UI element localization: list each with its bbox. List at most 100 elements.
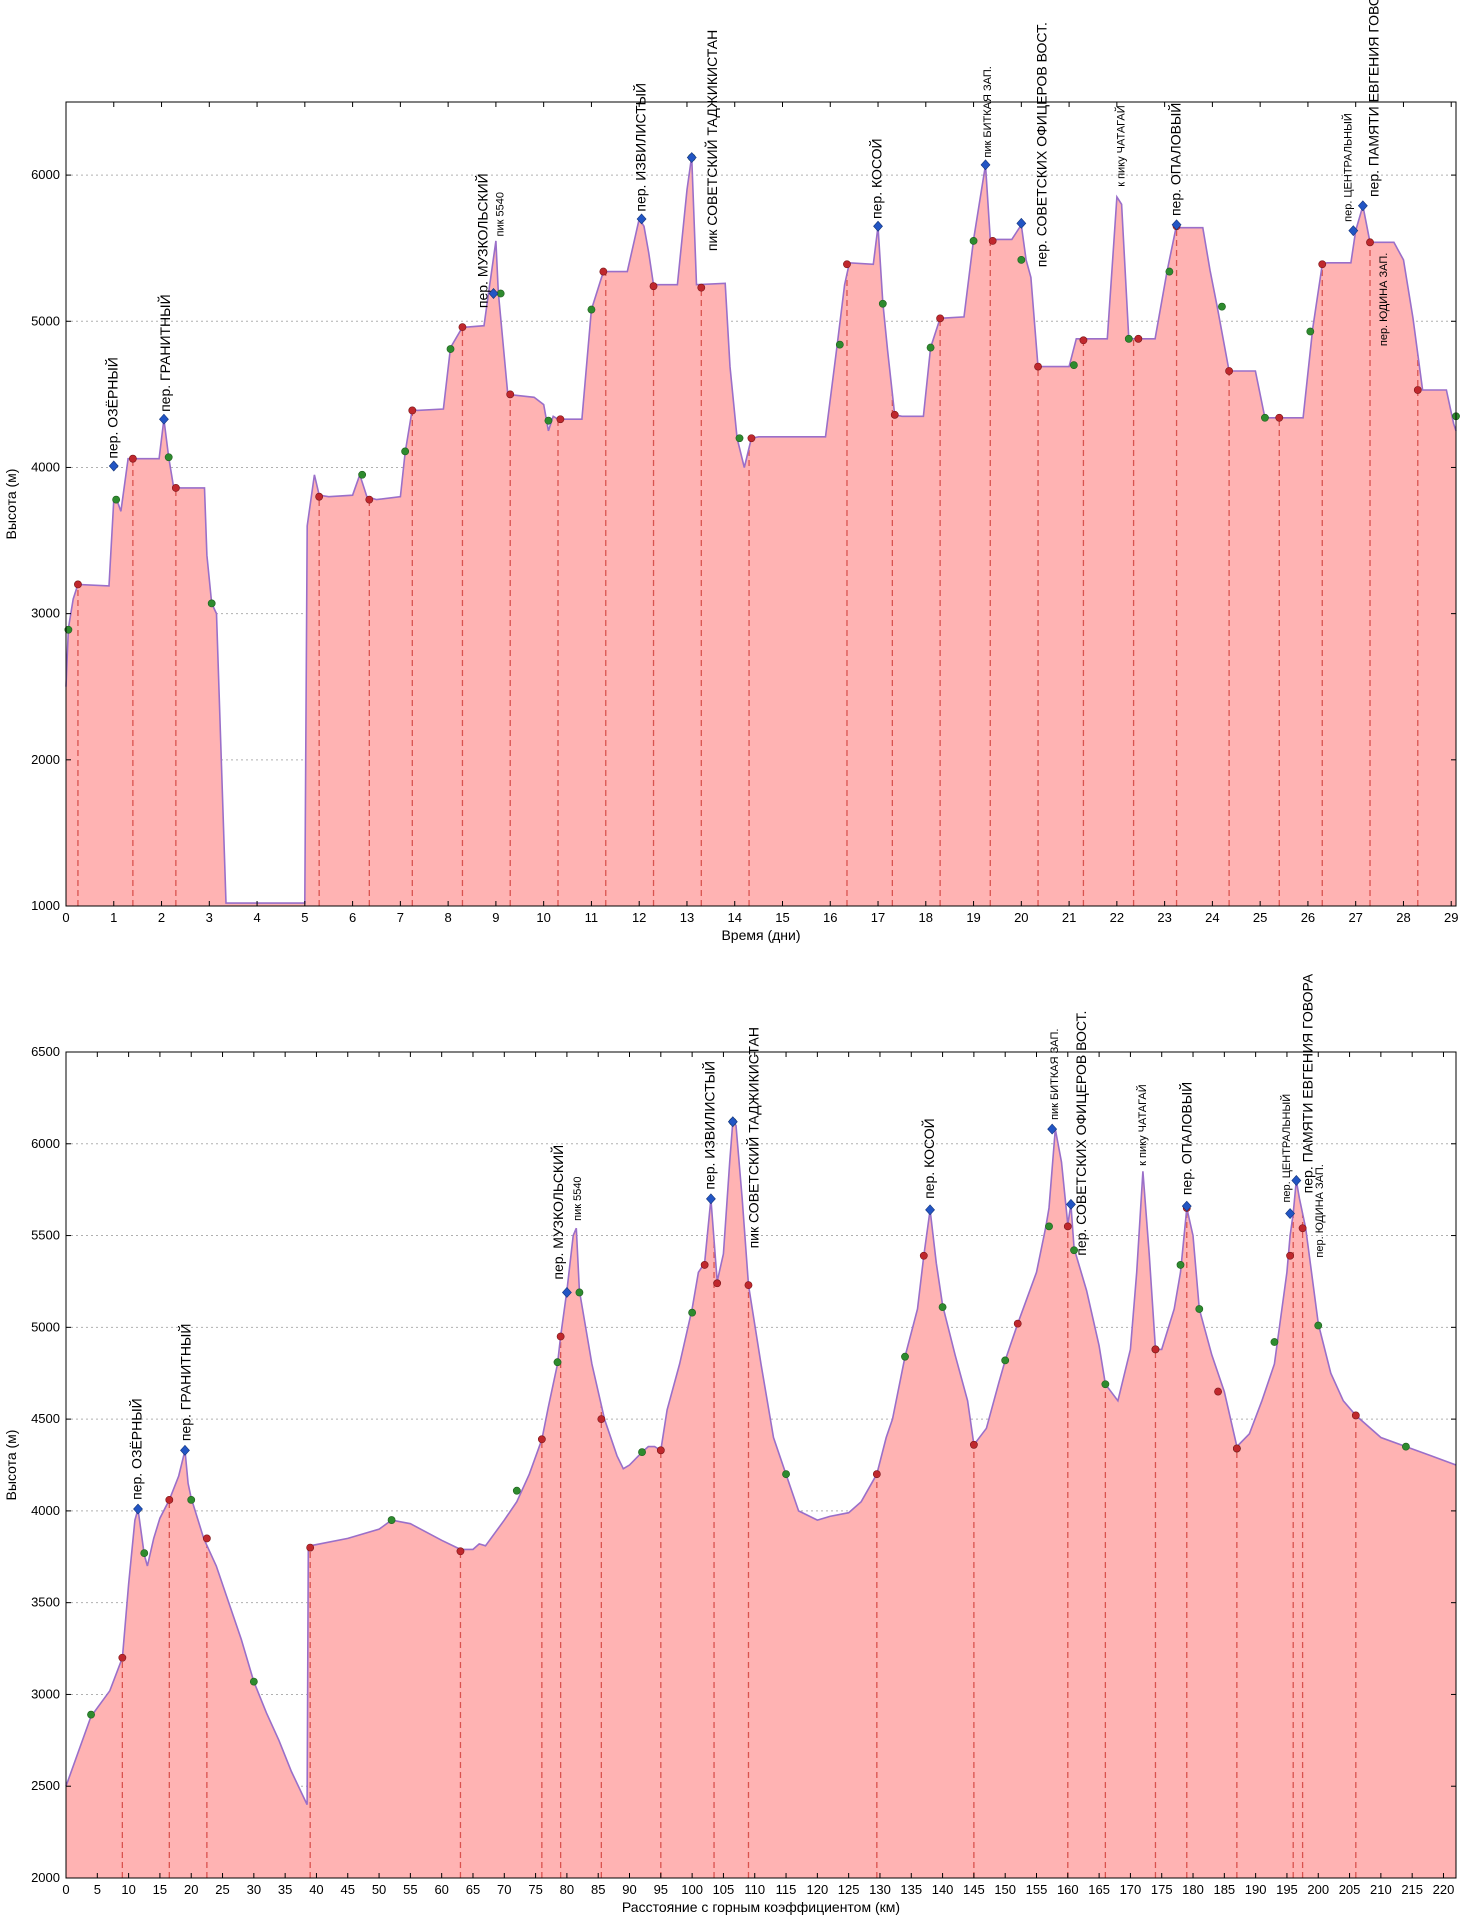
y-tick-label: 3000: [31, 606, 60, 621]
x-tick-label: 22: [1110, 910, 1124, 925]
waypoint-green-marker: [187, 1495, 196, 1504]
pass-diamond-marker: [133, 1503, 143, 1515]
peak-annotation-label: пик 5540: [572, 1176, 584, 1220]
waypoint-green-marker: [1101, 1380, 1110, 1389]
x-tick-label: 145: [963, 1882, 985, 1897]
x-tick-label: 21: [1062, 910, 1076, 925]
elevation-line: [65, 1119, 1457, 1805]
x-tick-label: 95: [654, 1882, 668, 1897]
pass-diamond-marker: [1291, 1175, 1302, 1186]
waypoint-green-marker: [544, 416, 553, 425]
x-tick-label: 24: [1205, 910, 1219, 925]
x-tick-label: 8: [445, 910, 452, 925]
y-tick-label: 2000: [31, 752, 60, 767]
peak-annotation-label: пер. ГРАНИТНЫЙ: [156, 294, 173, 412]
peak-annotation-label: пик БИТКАЯ ЗАП.: [1049, 1029, 1061, 1120]
camp-red-marker: [537, 1435, 546, 1444]
x-tick-label: 20: [184, 1882, 198, 1897]
x-tick-label: 9: [492, 910, 499, 925]
pass-diamond-marker: [925, 1204, 935, 1216]
camp-red-marker: [599, 267, 608, 276]
pass-diamond-marker: [1171, 219, 1182, 231]
x-tick-label: 135: [900, 1882, 922, 1897]
camp-red-marker: [1298, 1224, 1307, 1233]
waypoint-green-marker: [1218, 302, 1226, 311]
pass-diamond-marker: [180, 1444, 190, 1456]
pass-diamond-marker: [1016, 217, 1027, 229]
x-tick-label: 55: [403, 1882, 417, 1897]
elevation-area: [66, 1121, 1456, 1878]
waypoint-green-marker: [587, 305, 596, 314]
y-tick-label: 4000: [31, 459, 60, 474]
peak-annotation-label: пер. ЦЕНТРАЛЬНЫЙ: [1341, 113, 1354, 222]
camp-red-marker: [456, 1547, 465, 1556]
camp-red-marker: [872, 1470, 881, 1479]
x-tick-label: 29: [1444, 910, 1458, 925]
camp-red-marker: [1134, 334, 1143, 343]
x-tick-label: 125: [838, 1882, 860, 1897]
y-tick-label: 6000: [31, 167, 60, 182]
x-tick-label: 5: [301, 910, 308, 925]
x-tick-label: 110: [744, 1882, 765, 1897]
peak-annotation-label: пик СОВЕТСКИЙ ТАДЖИКИСТАН: [744, 1027, 761, 1248]
camp-red-marker: [1079, 336, 1088, 345]
pass-diamond-marker: [561, 1287, 572, 1298]
elevation-area: [66, 156, 1456, 907]
camp-red-marker: [171, 484, 180, 492]
pass-diamond-marker: [108, 460, 119, 472]
y-tick-label: 4500: [31, 1411, 60, 1426]
x-tick-label: 90: [622, 1882, 636, 1897]
y-tick-label: 2500: [31, 1778, 60, 1793]
pass-diamond-marker: [1348, 225, 1359, 237]
camp-red-marker: [118, 1653, 127, 1662]
x-tick-label: 28: [1396, 910, 1410, 925]
waypoint-green-marker: [1165, 267, 1174, 276]
camp-red-marker: [1351, 1411, 1360, 1420]
y-axis-label: Высота (м): [3, 469, 19, 540]
peak-annotation-label: пик БИТКАЯ ЗАП.: [982, 66, 994, 157]
waypoint-green-marker: [1261, 413, 1269, 422]
x-tick-label: 15: [775, 910, 789, 925]
x-tick-label: 20: [1014, 910, 1028, 925]
camp-red-marker: [1151, 1345, 1160, 1354]
waypoint-green-marker: [638, 1448, 646, 1457]
camp-red-marker: [656, 1446, 665, 1455]
peak-annotation-label: пер. ИЗВИЛИСТЫЙ: [631, 83, 648, 212]
y-axis-label: Высота (м): [3, 1430, 19, 1501]
x-axis-label: Время (дни): [721, 927, 800, 943]
x-tick-label: 0: [62, 1882, 69, 1897]
x-tick-label: 4: [253, 910, 260, 925]
x-tick-label: 80: [560, 1882, 574, 1897]
x-tick-label: 3: [206, 910, 213, 925]
camp-red-marker: [165, 1495, 174, 1504]
camp-red-marker: [315, 492, 324, 501]
camp-red-marker: [556, 1332, 565, 1341]
camp-red-marker: [128, 454, 137, 463]
x-tick-label: 105: [713, 1882, 735, 1897]
x-tick-label: 17: [871, 910, 885, 925]
pass-diamond-marker: [873, 220, 883, 232]
x-tick-label: 200: [1307, 1882, 1329, 1897]
camp-red-marker: [1318, 260, 1327, 269]
peak-annotation-label: пер. ЮДИНА ЗАП.: [1314, 1164, 1326, 1257]
peak-annotation-label: пер. ИЗВИЛИСТЫЙ: [701, 1061, 718, 1190]
x-tick-label: 26: [1301, 910, 1315, 925]
camp-red-marker: [969, 1440, 978, 1449]
camp-red-marker: [700, 1261, 709, 1269]
x-tick-label: 205: [1339, 1882, 1361, 1897]
waypoint-green-marker: [575, 1288, 584, 1297]
x-tick-label: 11: [585, 910, 599, 925]
x-tick-label: 10: [536, 910, 550, 925]
waypoint-green-marker: [1069, 361, 1078, 370]
x-tick-label: 0: [62, 910, 69, 925]
x-tick-label: 165: [1088, 1882, 1110, 1897]
x-tick-label: 13: [680, 910, 694, 925]
y-tick-label: 6000: [31, 1136, 60, 1151]
peak-annotation-label: пер. ПАМЯТИ ЕВГЕНИЯ ГОВОРА: [1366, 0, 1382, 197]
x-tick-label: 60: [434, 1882, 448, 1897]
pass-diamond-marker: [980, 159, 991, 171]
peak-annotation-label: пик 5540: [495, 192, 507, 236]
waypoint-green-marker: [112, 495, 121, 504]
y-tick-label: 3500: [31, 1595, 60, 1610]
waypoint-green-marker: [901, 1352, 909, 1361]
